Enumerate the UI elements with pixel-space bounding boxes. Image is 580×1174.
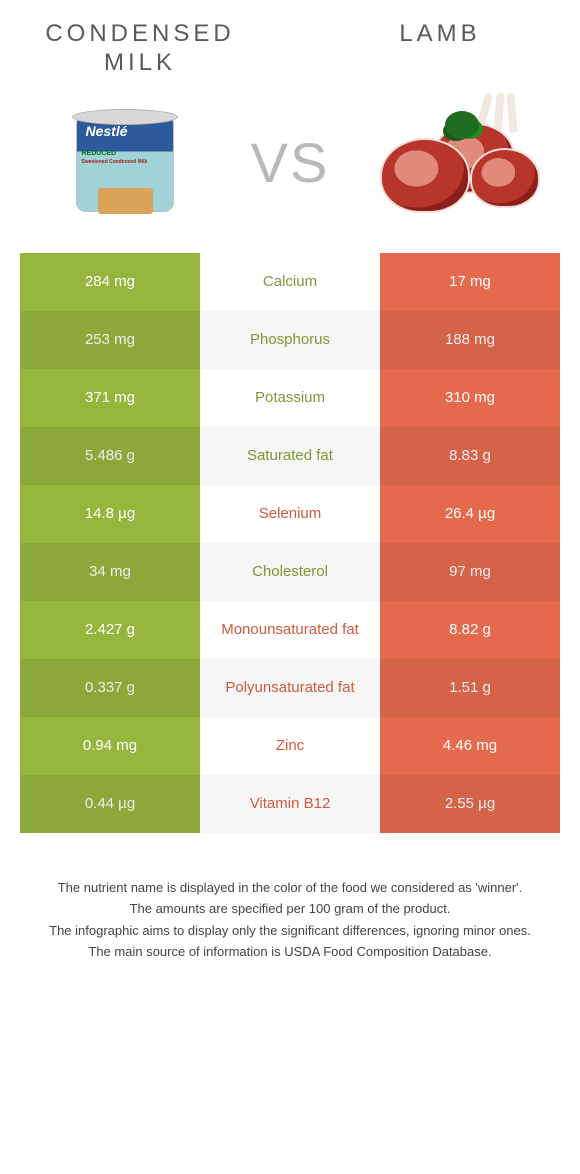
nutrient-name-cell: Monounsaturated fat <box>200 601 380 659</box>
nutrient-name-cell: Selenium <box>200 485 380 543</box>
left-value-cell: 0.44 µg <box>20 775 200 833</box>
right-value-cell: 26.4 µg <box>380 485 560 543</box>
nutrient-name-cell: Calcium <box>200 253 380 311</box>
left-value-cell: 371 mg <box>20 369 200 427</box>
nutrient-name-cell: Zinc <box>200 717 380 775</box>
table-row: 0.94 mgZinc4.46 mg <box>20 717 560 775</box>
comparison-table: 284 mgCalcium17 mg253 mgPhosphorus188 mg… <box>20 253 560 833</box>
vs-row: Nestlé REDUCED Sweetened Condensed Milk … <box>0 88 580 253</box>
header: CONDENSED MILK LAMB <box>0 0 580 88</box>
footer-line: The infographic aims to display only the… <box>20 921 560 941</box>
left-value-cell: 0.337 g <box>20 659 200 717</box>
right-value-cell: 1.51 g <box>380 659 560 717</box>
table-row: 0.44 µgVitamin B122.55 µg <box>20 775 560 833</box>
nutrient-name-cell: Vitamin B12 <box>200 775 380 833</box>
nutrient-name-cell: Cholesterol <box>200 543 380 601</box>
right-value-cell: 97 mg <box>380 543 560 601</box>
vs-label: VS <box>251 130 330 195</box>
table-row: 14.8 µgSelenium26.4 µg <box>20 485 560 543</box>
table-row: 253 mgPhosphorus188 mg <box>20 311 560 369</box>
table-row: 284 mgCalcium17 mg <box>20 253 560 311</box>
table-row: 34 mgCholesterol97 mg <box>20 543 560 601</box>
left-value-cell: 0.94 mg <box>20 717 200 775</box>
table-row: 5.486 gSaturated fat8.83 g <box>20 427 560 485</box>
footer-line: The amounts are specified per 100 gram o… <box>20 899 560 919</box>
nutrient-name-cell: Saturated fat <box>200 427 380 485</box>
footer-notes: The nutrient name is displayed in the co… <box>20 833 560 962</box>
right-value-cell: 2.55 µg <box>380 775 560 833</box>
nutrient-name-cell: Potassium <box>200 369 380 427</box>
right-food-title: LAMB <box>340 20 540 78</box>
left-value-cell: 34 mg <box>20 543 200 601</box>
condensed-milk-icon: Nestlé REDUCED Sweetened Condensed Milk <box>68 105 183 220</box>
nutrient-name-cell: Polyunsaturated fat <box>200 659 380 717</box>
right-food-image <box>370 98 540 228</box>
left-value-cell: 5.486 g <box>20 427 200 485</box>
right-value-cell: 310 mg <box>380 369 560 427</box>
footer-line: The main source of information is USDA F… <box>20 942 560 962</box>
left-food-title: CONDENSED MILK <box>40 20 240 78</box>
left-food-image: Nestlé REDUCED Sweetened Condensed Milk <box>40 98 210 228</box>
right-value-cell: 17 mg <box>380 253 560 311</box>
lamb-icon <box>370 103 540 223</box>
nutrient-name-cell: Phosphorus <box>200 311 380 369</box>
left-value-cell: 253 mg <box>20 311 200 369</box>
left-value-cell: 2.427 g <box>20 601 200 659</box>
table-row: 2.427 gMonounsaturated fat8.82 g <box>20 601 560 659</box>
right-value-cell: 188 mg <box>380 311 560 369</box>
right-value-cell: 4.46 mg <box>380 717 560 775</box>
right-value-cell: 8.82 g <box>380 601 560 659</box>
footer-line: The nutrient name is displayed in the co… <box>20 878 560 898</box>
right-value-cell: 8.83 g <box>380 427 560 485</box>
table-row: 0.337 gPolyunsaturated fat1.51 g <box>20 659 560 717</box>
table-row: 371 mgPotassium310 mg <box>20 369 560 427</box>
left-value-cell: 14.8 µg <box>20 485 200 543</box>
left-value-cell: 284 mg <box>20 253 200 311</box>
